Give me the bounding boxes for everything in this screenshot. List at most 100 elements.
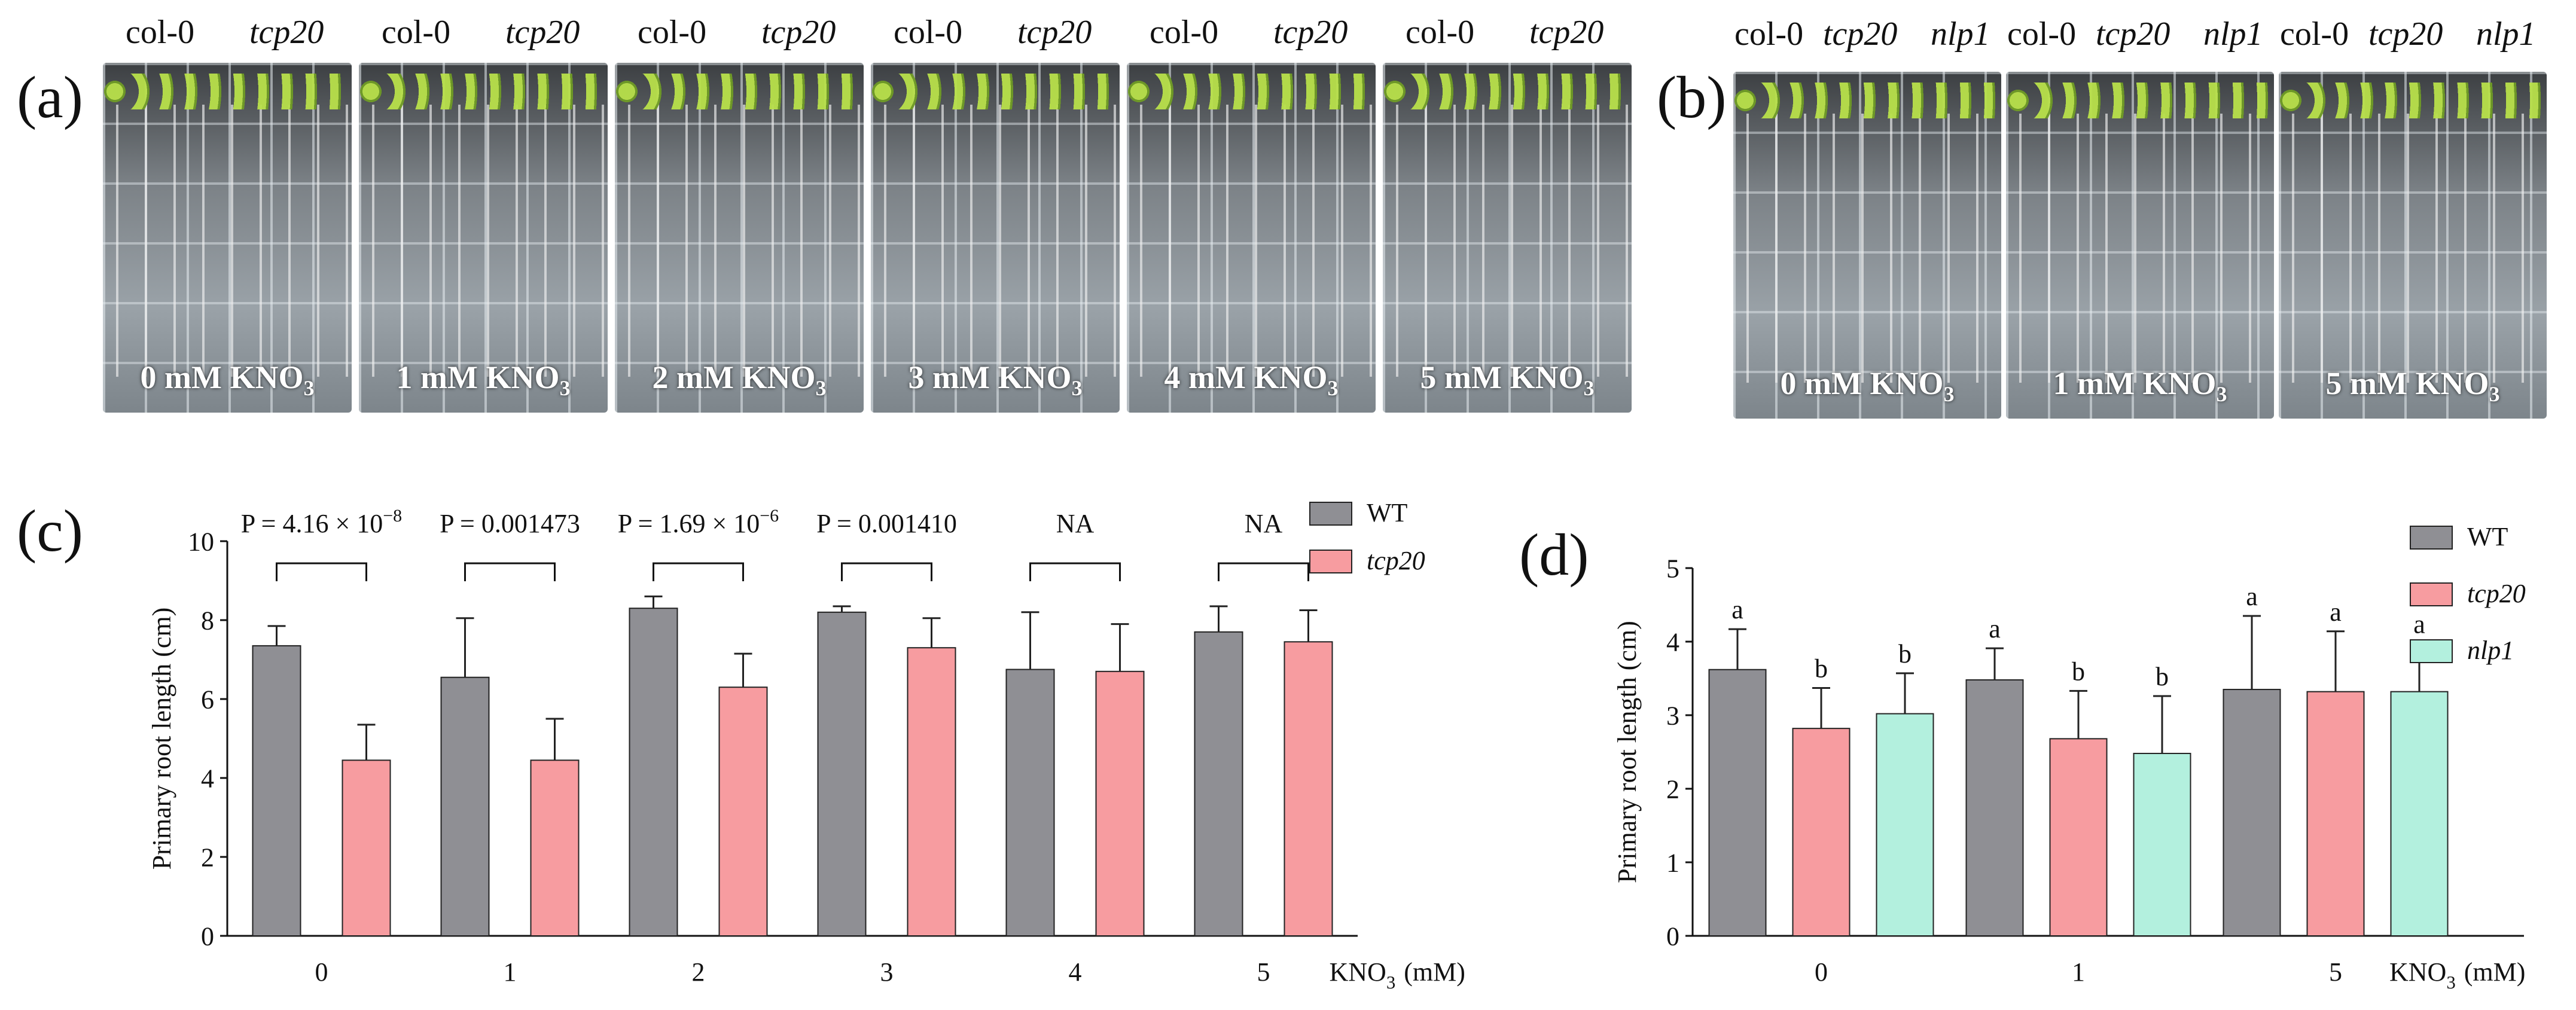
bar-WT-0: [252, 645, 301, 936]
p-value-annotation: P = 0.001473: [440, 509, 580, 538]
bar-WT-5: [1194, 631, 1243, 937]
x-axis-label-subscript: 3: [2446, 972, 2455, 993]
legend-label-nlp1: nlp1: [2467, 636, 2514, 665]
seedling-leaves: [1733, 83, 2001, 118]
y-tick-label: 5: [1666, 554, 1679, 583]
plate-caption: 2 mM KNO3: [615, 359, 864, 401]
plate-photo: 0 mM KNO3: [103, 63, 352, 413]
x-tick-label: 0: [1815, 957, 1828, 987]
plate-caption-text: 1 mM KNO: [2053, 365, 2217, 402]
seedling-roots: [1733, 114, 2001, 383]
plate-caption-subscript: 3: [2489, 382, 2500, 406]
seedling-leaves: [359, 74, 608, 109]
significance-letter: a: [1731, 595, 1743, 624]
plate-caption-subscript: 3: [1327, 376, 1339, 400]
legend-swatch-WT: [1309, 502, 1352, 526]
y-axis-label: Primary root length (cm): [1612, 621, 1642, 883]
plate-caption-subscript: 3: [815, 376, 827, 400]
genotype-label-col0: col-0: [1406, 14, 1475, 51]
bar-WT-0: [1708, 669, 1767, 936]
genotype-label-mutant: nlp1: [1931, 16, 1990, 53]
plate-caption: 1 mM KNO3: [2006, 365, 2274, 407]
x-axis-label-unit: (mM): [2464, 957, 2526, 987]
panel-d-label: (d): [1519, 521, 1589, 588]
seedling-roots: [2006, 114, 2274, 383]
bar-nlp1-1: [2133, 752, 2191, 936]
x-axis-label-subscript: 3: [1386, 972, 1395, 993]
genotype-label-mutant: nlp1: [2203, 16, 2263, 53]
significance-bracket: [1218, 562, 1309, 581]
p-value-text: P = 0.001410: [816, 509, 957, 538]
legend-label-tcp20: tcp20: [1367, 546, 1425, 575]
p-value-annotation: NA: [1245, 509, 1283, 538]
significance-letter: a: [2413, 610, 2425, 639]
x-axis-label-main: KNO: [1330, 957, 1386, 987]
y-tick-label: 3: [1666, 701, 1679, 730]
plate-caption-text: 5 mM KNO: [1420, 359, 1584, 396]
y-tick-label: 0: [1666, 921, 1679, 951]
plate-caption-text: 0 mM KNO: [1780, 365, 1944, 402]
significance-bracket: [841, 562, 932, 581]
plate-photo: 5 mM KNO3: [2279, 72, 2547, 419]
seedling-roots: [2279, 114, 2547, 383]
genotype-label-mutant: tcp20: [1529, 14, 1604, 51]
plate-caption-text: 0 mM KNO: [140, 359, 304, 396]
seedling-roots: [103, 105, 352, 377]
significance-bracket: [276, 562, 367, 581]
plate-photo: 5 mM KNO3: [1383, 63, 1632, 413]
panel-a-label: (a): [17, 64, 83, 130]
bar-tcp20-1: [2049, 738, 2108, 936]
p-value-annotation: P = 4.16 × 10−8: [241, 506, 402, 538]
bar-nlp1-5: [2390, 691, 2449, 936]
bar-tcp20-3: [907, 647, 956, 936]
significance-bracket: [653, 562, 744, 581]
bar-WT-1: [440, 676, 490, 936]
chart-d: 0 1 2 3 4 5 Primary root length (cm) a b b 0 a b b 1 a a…: [1612, 522, 2526, 993]
plate-photo: 3 mM KNO3: [871, 63, 1120, 413]
bar-tcp20-1: [530, 759, 580, 936]
legend-swatch-nlp1: [2410, 639, 2453, 663]
plate-photo: 0 mM KNO3: [1733, 72, 2001, 419]
plate-caption: 0 mM KNO3: [103, 359, 352, 401]
genotype-label-col0: col-0: [382, 14, 451, 51]
bar-WT-1: [1965, 679, 2024, 936]
x-axis-label-unit: (mM): [1404, 957, 1465, 987]
plate-caption-text: 2 mM KNO: [652, 359, 816, 396]
x-axis-label: KNO3 (mM): [1330, 957, 1465, 993]
p-value-annotation: P = 0.001410: [816, 509, 957, 538]
seedling-leaves: [2006, 83, 2274, 118]
genotype-label-mutant: tcp20: [761, 14, 836, 51]
seedling-leaves: [103, 74, 352, 109]
seedling-leaves: [2279, 83, 2547, 118]
seedling-leaves: [1383, 74, 1632, 109]
p-value-text: P = 0.001473: [440, 509, 580, 538]
legend-swatch-tcp20: [2410, 582, 2453, 606]
y-tick-label: 4: [201, 764, 214, 793]
genotype-label-col0: col-0: [894, 14, 963, 51]
seedling-roots: [1127, 105, 1376, 377]
bar-WT-2: [629, 608, 678, 936]
significance-letter: a: [2330, 597, 2342, 627]
significance-letter: b: [1815, 654, 1828, 683]
significance-bracket: [464, 562, 556, 581]
y-tick-label: 10: [188, 527, 214, 556]
x-tick-label: 1: [504, 957, 517, 987]
chart-c: 0 2 4 6 8 10 Primary root length (cm) 0 1 2 3 4 5 KNO…: [147, 498, 1465, 993]
p-value-annotation: P = 1.69 × 10−6: [618, 506, 779, 538]
x-axis-label: KNO3 (mM): [2389, 957, 2525, 993]
significance-letter: b: [1898, 639, 1912, 669]
panel-c-label: (c): [17, 498, 83, 564]
plate-caption: 1 mM KNO3: [359, 359, 608, 401]
bar-tcp20-5: [1284, 641, 1333, 937]
bar-tcp20-2: [718, 686, 768, 936]
y-tick-label: 4: [1666, 627, 1679, 657]
x-tick-label: 1: [2072, 957, 2085, 987]
x-tick-label: 5: [2329, 957, 2342, 987]
p-value-text: P = 4.16 × 10: [241, 509, 383, 538]
bar-tcp20-5: [2306, 691, 2365, 936]
plate-caption-subscript: 3: [1583, 376, 1595, 400]
p-value-exponent: −8: [383, 506, 402, 526]
x-tick-label: 5: [1257, 957, 1270, 987]
p-value-text: NA: [1056, 509, 1095, 538]
genotype-label-mutant: nlp1: [2476, 16, 2536, 53]
